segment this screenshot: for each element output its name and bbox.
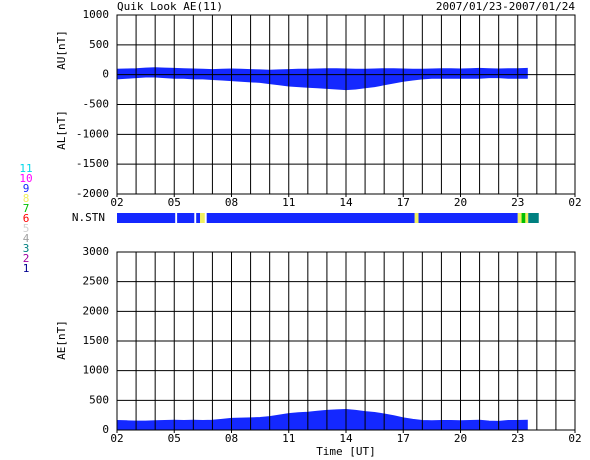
plot-frame xyxy=(116,251,576,431)
x-tick-label: 14 xyxy=(339,432,353,445)
x-tick-label: 05 xyxy=(168,432,181,445)
x-tick-label: 02 xyxy=(110,432,123,445)
data-area xyxy=(116,67,528,76)
station-label: N.STN xyxy=(72,211,105,224)
y-tick-label: 0 xyxy=(102,68,109,81)
data-area xyxy=(116,74,528,91)
station-legend: 5 xyxy=(23,222,30,235)
y-tick-label: 2500 xyxy=(83,275,110,288)
station-segment xyxy=(418,213,518,223)
station-legend: 11 xyxy=(19,162,32,175)
x-axis-label: Time [UT] xyxy=(316,445,376,458)
y-tick-label: -1000 xyxy=(76,127,109,140)
y-tick-label: 1000 xyxy=(83,8,110,21)
plot-frame xyxy=(116,14,576,195)
x-tick-label: 20 xyxy=(454,432,467,445)
x-tick-label: 20 xyxy=(454,196,467,209)
station-legend: 10 xyxy=(19,172,32,185)
y-tick-label: 500 xyxy=(89,38,109,51)
station-legend: 1 xyxy=(23,262,30,275)
y-axis-label: AL[nT] xyxy=(55,110,68,150)
y-tick-label: 3000 xyxy=(83,245,110,258)
x-tick-label: 02 xyxy=(110,196,123,209)
data-area xyxy=(116,409,528,431)
y-tick-label: -500 xyxy=(83,98,110,111)
x-tick-label: 02 xyxy=(568,196,581,209)
x-tick-label: 23 xyxy=(511,432,524,445)
y-tick-label: 1500 xyxy=(83,334,110,347)
y-axis-label: AU[nT] xyxy=(55,30,68,70)
station-segment xyxy=(414,213,419,223)
x-tick-label: 08 xyxy=(225,196,238,209)
station-legend: 4 xyxy=(23,232,30,245)
y-tick-label: -1500 xyxy=(76,157,109,170)
x-tick-label: 14 xyxy=(339,196,353,209)
station-segment xyxy=(525,213,529,223)
station-segment xyxy=(117,213,176,223)
y-tick-label: -2000 xyxy=(76,187,109,200)
station-segment xyxy=(528,213,539,223)
date-range: 2007/01/23-2007/01/24 xyxy=(436,0,575,13)
x-tick-label: 11 xyxy=(282,196,295,209)
station-legend: 8 xyxy=(23,192,30,205)
station-legend: 7 xyxy=(23,202,30,215)
y-tick-label: 0 xyxy=(102,423,109,436)
station-segment xyxy=(517,213,522,223)
chart-title: Quik Look AE(11) xyxy=(117,0,223,13)
station-legend: 6 xyxy=(23,212,30,225)
station-segment xyxy=(521,213,526,223)
x-tick-label: 05 xyxy=(168,196,181,209)
y-tick-label: 1000 xyxy=(83,364,110,377)
station-segment xyxy=(196,213,201,223)
x-tick-label: 17 xyxy=(397,432,410,445)
x-tick-label: 17 xyxy=(397,196,410,209)
x-tick-label: 08 xyxy=(225,432,238,445)
y-tick-label: 2000 xyxy=(83,304,110,317)
station-segment xyxy=(200,213,205,223)
y-axis-label: AE[nT] xyxy=(55,320,68,360)
station-legend: 2 xyxy=(23,252,30,265)
station-legend: 3 xyxy=(23,242,30,255)
x-tick-label: 23 xyxy=(511,196,524,209)
x-tick-label: 02 xyxy=(568,432,581,445)
station-segment xyxy=(206,213,415,223)
x-tick-label: 11 xyxy=(282,432,295,445)
station-legend: 9 xyxy=(23,182,30,195)
station-segment xyxy=(177,213,195,223)
y-tick-label: 500 xyxy=(89,393,109,406)
